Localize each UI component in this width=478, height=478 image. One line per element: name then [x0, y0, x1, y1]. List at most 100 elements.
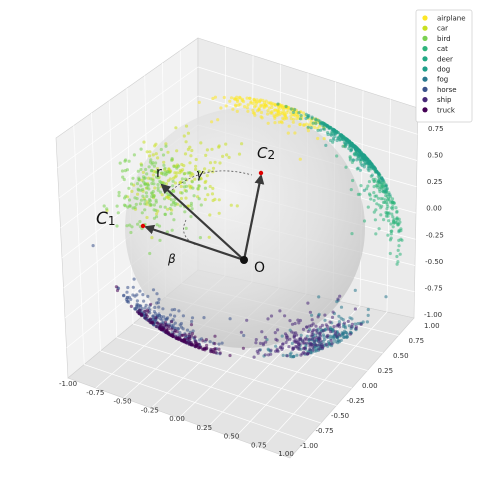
point-fog — [317, 312, 321, 316]
point-cat — [373, 177, 377, 181]
point-horse — [146, 294, 150, 298]
point-cat — [383, 198, 388, 202]
point-car — [190, 148, 194, 153]
point-car — [154, 152, 158, 156]
point-car — [194, 167, 198, 171]
x-axis-tick-label: 0.00 — [169, 415, 185, 423]
point-truck — [145, 314, 149, 318]
legend-marker-car — [422, 25, 428, 31]
point-airplane — [211, 96, 215, 101]
point-cat — [384, 214, 389, 218]
point-dog — [335, 138, 339, 143]
point-bird — [148, 251, 152, 256]
point-bird — [121, 175, 125, 179]
point-airplane — [197, 100, 201, 104]
beta-label: β — [167, 252, 176, 266]
x-axis-tick-label: 0.75 — [251, 441, 267, 449]
point-ship — [297, 321, 301, 325]
point-truck — [174, 336, 178, 340]
point-deer — [347, 147, 351, 151]
point-airplane — [249, 101, 253, 105]
point-dog — [351, 158, 355, 162]
y-axis-tick-label: -0.75 — [316, 427, 334, 435]
point-ship — [330, 342, 334, 346]
point-bird — [137, 176, 141, 180]
point-cat — [367, 180, 371, 184]
point-airplane — [222, 95, 226, 100]
point-bird — [152, 203, 156, 207]
point-ship — [309, 341, 313, 345]
point-horse — [228, 317, 232, 321]
point-horse — [135, 302, 139, 306]
point-truck — [164, 320, 168, 324]
point-bird — [145, 186, 149, 190]
point-car — [136, 192, 140, 196]
point-truck — [213, 342, 217, 346]
point-cat — [385, 194, 389, 198]
point-ship — [342, 321, 347, 325]
point-bird — [196, 186, 200, 191]
point-ship — [309, 334, 313, 338]
point-ship — [260, 330, 264, 334]
legend-label-airplane: airplane — [437, 15, 466, 23]
point-truck — [198, 346, 202, 350]
point-bird — [123, 204, 127, 208]
point-fog — [384, 295, 388, 299]
point-truck — [185, 341, 189, 345]
point-ship — [293, 321, 297, 326]
point-bird — [163, 166, 167, 170]
point-bird — [156, 183, 160, 187]
point-cat — [397, 244, 401, 248]
point-ship — [332, 325, 336, 329]
point-truck — [179, 338, 184, 343]
point-fog — [290, 341, 294, 345]
point-cat — [391, 215, 395, 219]
point-bird — [139, 188, 143, 192]
point-fog — [353, 322, 357, 326]
point-ship — [323, 313, 327, 317]
point-ship — [292, 346, 296, 351]
point-cat — [374, 208, 378, 212]
point-cat — [366, 184, 370, 188]
point-ship — [353, 307, 357, 311]
point-dog — [367, 165, 371, 169]
point-truck — [201, 339, 205, 343]
legend-label-ship: ship — [437, 96, 452, 104]
point-ship — [333, 332, 337, 336]
point-ship — [331, 310, 335, 314]
point-deer — [316, 118, 320, 122]
point-truck — [156, 321, 160, 325]
point-car — [203, 197, 207, 202]
point-horse — [173, 307, 177, 312]
x-axis-ticks: -1.00 -0.75 -0.50 -0.25 0.00 0.25 0.50 0.75 1.00 — [59, 380, 294, 458]
point-dog — [336, 136, 340, 140]
point-airplane — [270, 111, 274, 115]
point-bird — [143, 198, 147, 202]
point-cat — [377, 203, 381, 207]
point-car — [240, 142, 244, 146]
x-axis-tick-label: 1.00 — [278, 450, 294, 458]
point-deer — [381, 189, 385, 193]
point-airplane — [281, 116, 285, 120]
point-cat — [375, 202, 379, 206]
point-bird — [180, 177, 184, 181]
point-car — [227, 155, 231, 159]
point-dog — [310, 115, 314, 119]
point-horse — [173, 321, 177, 325]
point-car — [175, 171, 179, 175]
point-cat — [395, 262, 399, 266]
point-car — [148, 154, 152, 158]
point-truck — [171, 333, 175, 337]
point-bird — [169, 198, 173, 202]
point-bird — [143, 208, 147, 212]
point-bird — [150, 192, 154, 196]
point-ship — [312, 339, 317, 343]
z-axis-tick-label: 0.25 — [427, 178, 443, 186]
point-dog — [306, 125, 310, 129]
point-ship — [308, 344, 312, 348]
point-bird — [151, 178, 155, 183]
point-bird — [158, 205, 163, 209]
point-fog — [337, 314, 341, 318]
point-airplane — [295, 116, 299, 121]
point-cat — [379, 213, 383, 217]
